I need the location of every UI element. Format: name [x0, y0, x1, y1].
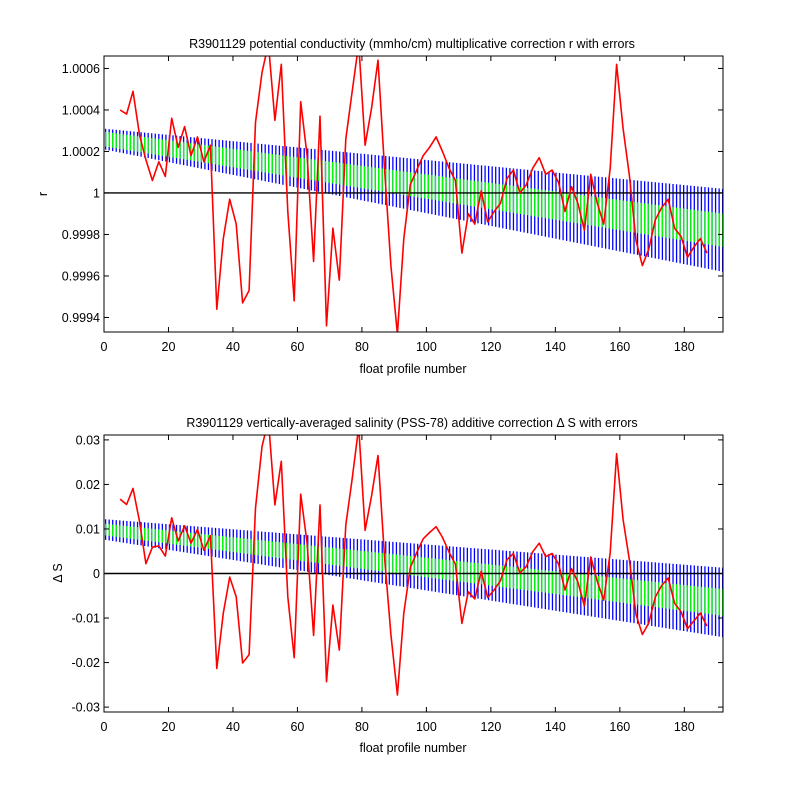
- chart-conductivity-correction: R3901129 potential conductivity (mmho/cm…: [36, 37, 724, 376]
- y-axis: -0.03 -0.02 -0.01 0 0.01 0.02 0.03: [72, 433, 723, 715]
- x-tick-label: 180: [674, 720, 695, 734]
- x-tick-label: 0: [101, 720, 108, 734]
- plot-area: [104, 435, 723, 696]
- x-tick-label: 140: [545, 340, 566, 354]
- x-axis-label: float profile number: [359, 741, 466, 755]
- y-tick-label: 0.9994: [62, 311, 100, 325]
- y-axis-label: Δ S: [51, 563, 65, 582]
- x-axis: 0 20 40 60 80 100 120 140 160 180: [101, 435, 695, 734]
- x-tick-label: 60: [290, 720, 304, 734]
- y-axis: 0.9994 0.9996 0.9998 1 1.0002 1.0004 1.0006: [62, 62, 723, 325]
- x-tick-label: 160: [609, 340, 630, 354]
- chart-title: R3901129 potential conductivity (mmho/cm…: [189, 37, 635, 51]
- y-tick-label: -0.01: [72, 612, 101, 626]
- x-tick-label: 80: [355, 720, 369, 734]
- plot-area: [104, 56, 723, 332]
- x-tick-label: 120: [480, 340, 501, 354]
- y-tick-label: 1.0004: [62, 103, 100, 117]
- x-tick-label: 40: [226, 720, 240, 734]
- x-tick-label: 140: [545, 720, 566, 734]
- x-tick-label: 60: [290, 340, 304, 354]
- y-tick-label: 0: [93, 567, 100, 581]
- y-tick-label: 0.9996: [62, 269, 100, 283]
- y-tick-label: 0.01: [76, 522, 100, 536]
- x-tick-label: 120: [480, 720, 501, 734]
- x-tick-label: 40: [226, 340, 240, 354]
- y-tick-label: 0.9998: [62, 228, 100, 242]
- x-tick-label: 20: [162, 340, 176, 354]
- y-axis-label: r: [36, 192, 50, 196]
- y-tick-label: 0.02: [76, 478, 100, 492]
- x-tick-label: 180: [674, 340, 695, 354]
- correction-series-line: [119, 435, 708, 696]
- axes-frame: [103, 55, 724, 333]
- x-tick-label: 160: [609, 720, 630, 734]
- y-tick-label: 1.0002: [62, 145, 100, 159]
- chart-title: R3901129 vertically-averaged salinity (P…: [186, 416, 637, 430]
- x-axis: 0 20 40 60 80 100 120 140 160 180: [101, 56, 695, 354]
- error-band-inner: [104, 131, 723, 247]
- y-tick-label: 1: [93, 186, 100, 200]
- x-tick-label: 20: [162, 720, 176, 734]
- x-tick-label: 80: [355, 340, 369, 354]
- y-tick-label: -0.03: [72, 701, 101, 715]
- x-tick-label: 100: [416, 340, 437, 354]
- x-axis-label: float profile number: [359, 362, 466, 376]
- x-tick-label: 0: [101, 340, 108, 354]
- x-tick-label: 100: [416, 720, 437, 734]
- y-tick-label: 1.0006: [62, 62, 100, 76]
- y-tick-label: -0.02: [72, 656, 101, 670]
- correction-series-line: [119, 56, 708, 332]
- chart-salinity-correction: R3901129 vertically-averaged salinity (P…: [51, 416, 724, 755]
- y-tick-label: 0.03: [76, 433, 100, 447]
